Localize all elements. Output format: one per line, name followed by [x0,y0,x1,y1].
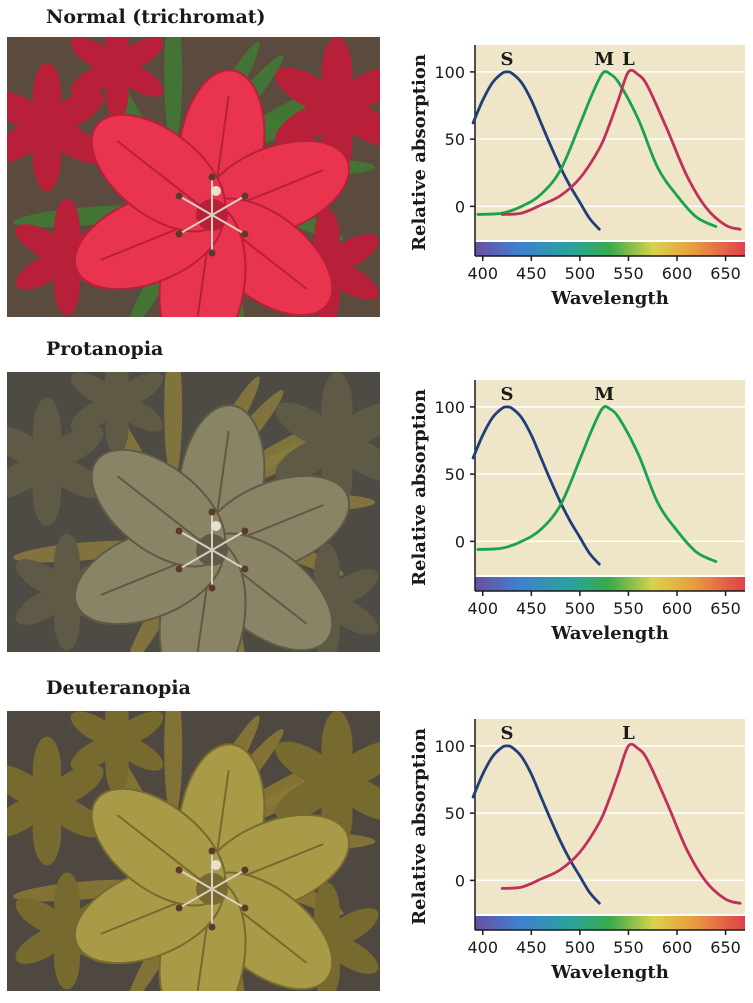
y-tick-label: 0 [455,532,465,551]
curve-label-M: M [594,49,614,70]
lily-photo-deuteranopia [7,711,380,991]
absorption-chart-normal: 0 50 100 400 450 500 550 600 650 Wavelength Relati… [405,37,753,317]
curve-M [476,405,718,563]
y-axis-title: Relative absorption [409,728,430,925]
lily-photo-normal [7,37,380,317]
curve-S [471,405,601,566]
curve-label-S: S [501,723,514,744]
x-tick-label: 550 [613,599,644,618]
y-tick-label: 50 [445,804,465,823]
spectrum-bar [475,916,745,930]
x-tick-label: 450 [516,264,547,283]
lily-photo-protanopia [7,372,380,652]
curve-label-S: S [501,384,514,405]
spectrum-bar [475,577,745,591]
x-tick-label: 600 [662,599,693,618]
x-tick-label: 650 [710,264,741,283]
curve-S [471,744,601,905]
x-axis-title: Wavelength [550,288,669,309]
x-tick-label: 650 [710,599,741,618]
curve-label-S: S [501,49,514,70]
chart-svg: 0 50 100 400 450 500 550 600 650 Wavelength Relati… [409,380,745,644]
curve-S [471,70,601,231]
curve-M [476,70,718,228]
y-tick-label: 100 [434,737,465,756]
curve-label-L: L [622,49,635,70]
x-tick-label: 400 [467,938,498,957]
x-tick-label: 600 [662,264,693,283]
x-tick-label: 650 [710,938,741,957]
absorption-chart-protanopia: 0 50 100 400 450 500 550 600 650 Wavelength Relati… [405,372,753,652]
x-axis-title: Wavelength [550,623,669,644]
absorption-chart-deuteranopia: 0 50 100 400 450 500 550 600 650 Wavelength Relati… [405,711,753,991]
y-axis-title: Relative absorption [409,389,430,586]
x-tick-label: 550 [613,264,644,283]
x-tick-label: 400 [467,599,498,618]
x-tick-label: 500 [565,938,596,957]
x-tick-label: 450 [516,938,547,957]
y-tick-label: 50 [445,465,465,484]
y-tick-label: 100 [434,63,465,82]
spectrum-bar [475,242,745,256]
y-axis-title: Relative absorption [409,54,430,251]
x-tick-label: 550 [613,938,644,957]
y-tick-label: 50 [445,130,465,149]
y-tick-label: 0 [455,197,465,216]
curve-label-L: L [622,723,635,744]
x-tick-label: 500 [565,264,596,283]
x-tick-label: 600 [662,938,693,957]
panel-title-normal: Normal (trichromat) [46,6,266,28]
chart-svg: 0 50 100 400 450 500 550 600 650 Wavelength Relati… [409,45,745,309]
x-tick-label: 500 [565,599,596,618]
curve-L [500,68,742,231]
curve-L [500,742,742,905]
x-tick-label: 450 [516,599,547,618]
panel-title-deuteranopia: Deuteranopia [46,677,191,699]
chart-svg: 0 50 100 400 450 500 550 600 650 Wavelength Relati… [409,719,745,983]
curve-label-M: M [594,384,614,405]
y-tick-label: 0 [455,871,465,890]
plot-area [475,719,745,914]
x-axis-title: Wavelength [550,962,669,983]
x-tick-label: 400 [467,264,498,283]
y-tick-label: 100 [434,398,465,417]
panel-title-protanopia: Protanopia [46,338,164,360]
